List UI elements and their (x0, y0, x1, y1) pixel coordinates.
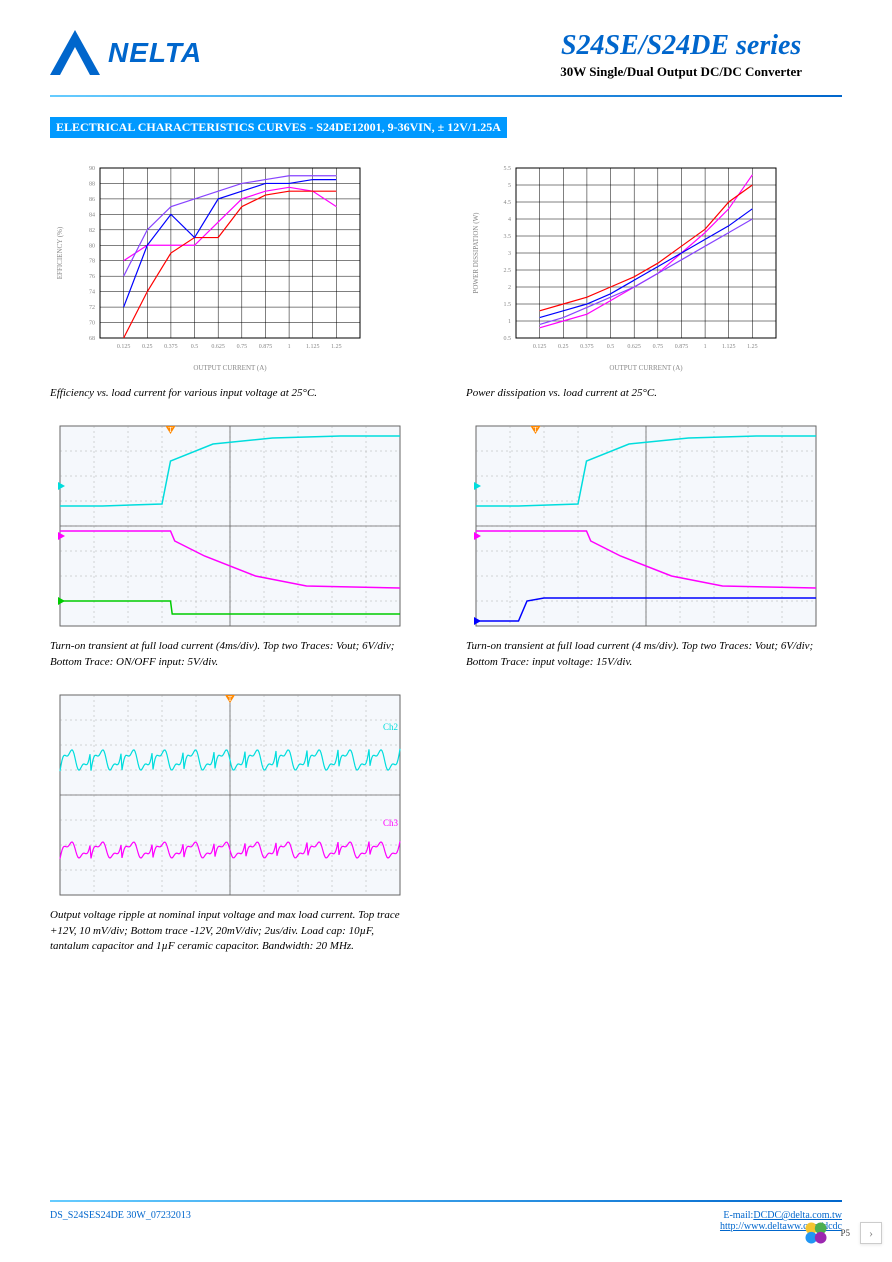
svg-text:76: 76 (89, 274, 95, 280)
subtitle: 30W Single/Dual Output DC/DC Converter (560, 64, 802, 80)
footer-doc-id: DS_S24SES24DE 30W_07232013 (50, 1210, 191, 1232)
page-header: NELTA S24SE/S24DE series 30W Single/Dual… (50, 30, 842, 80)
chart-turnon-vin-svg: T (466, 421, 826, 631)
svg-text:1.125: 1.125 (306, 344, 320, 350)
svg-text:82: 82 (89, 228, 95, 234)
svg-text:1: 1 (288, 344, 291, 350)
svg-text:80: 80 (89, 243, 95, 249)
svg-text:86: 86 (89, 197, 95, 203)
next-page-button[interactable]: › (860, 1222, 882, 1244)
chart-efficiency-caption: Efficiency vs. load current for various … (50, 386, 410, 401)
svg-text:3.5: 3.5 (504, 234, 512, 240)
svg-text:0.625: 0.625 (627, 344, 641, 350)
svg-text:68: 68 (89, 336, 95, 342)
svg-text:88: 88 (89, 181, 95, 187)
svg-text:0.5: 0.5 (191, 344, 199, 350)
svg-text:0.875: 0.875 (259, 344, 273, 350)
svg-text:0.375: 0.375 (164, 344, 178, 350)
svg-text:4: 4 (508, 217, 511, 223)
svg-text:T: T (228, 695, 233, 703)
page-number: P5 (840, 1228, 850, 1238)
chart-powerdiss: 0.125 0.25 0.375 0.5 0.625 0.75 0.875 1 1.125 1.2… (466, 158, 842, 401)
svg-text:0.25: 0.25 (558, 344, 569, 350)
logo-icon (50, 30, 100, 75)
chart-turnon-onoff: T Turn-on transient at full load current… (50, 421, 426, 670)
chart-ripple: T Ch2 Ch3 Output voltage ripple at nominal… (50, 690, 426, 954)
svg-text:1: 1 (508, 319, 511, 325)
title-block: S24SE/S24DE series 30W Single/Dual Outpu… (560, 30, 802, 80)
svg-text:1.125: 1.125 (722, 344, 736, 350)
svg-text:T: T (168, 426, 173, 434)
svg-text:1: 1 (704, 344, 707, 350)
svg-text:0.25: 0.25 (142, 344, 153, 350)
svg-text:3: 3 (508, 251, 511, 257)
chart-ripple-caption: Output voltage ripple at nominal input v… (50, 908, 410, 954)
logo-text: NELTA (108, 37, 202, 69)
svg-text:2.5: 2.5 (504, 268, 512, 274)
svg-text:72: 72 (89, 305, 95, 311)
charts-grid: 0.125 0.25 0.375 0.5 0.625 0.75 0.875 1 1.125 1.2… (50, 158, 842, 954)
chart-turnon-vin: T Turn-on transient at full load current… (466, 421, 842, 670)
chart-efficiency-svg: 0.125 0.25 0.375 0.5 0.625 0.75 0.875 1 1.125 1.2… (50, 158, 370, 378)
svg-text:74: 74 (89, 290, 95, 296)
chart-efficiency: 0.125 0.25 0.375 0.5 0.625 0.75 0.875 1 1.125 1.2… (50, 158, 426, 401)
svg-text:1.25: 1.25 (331, 344, 342, 350)
svg-text:EFFICIENCY (%): EFFICIENCY (%) (56, 226, 64, 279)
svg-text:Ch2: Ch2 (383, 722, 398, 732)
chart-turnon-vin-caption: Turn-on transient at full load current (… (466, 639, 826, 670)
svg-text:0.5: 0.5 (504, 336, 512, 342)
logo: NELTA (50, 30, 202, 75)
footer-rule (50, 1200, 842, 1202)
svg-text:5: 5 (508, 183, 511, 189)
svg-text:5.5: 5.5 (504, 166, 512, 172)
page-footer: DS_S24SES24DE 30W_07232013 E-mail:DCDC@d… (50, 1200, 842, 1232)
series-title: S24SE/S24DE series (560, 30, 802, 62)
svg-text:POWER DISSIPATION (W): POWER DISSIPATION (W) (472, 212, 480, 294)
chart-powerdiss-caption: Power dissipation vs. load current at 25… (466, 386, 826, 401)
chart-turnon-onoff-caption: Turn-on transient at full load current (… (50, 639, 410, 670)
svg-text:4.5: 4.5 (504, 200, 512, 206)
svg-text:2: 2 (508, 285, 511, 291)
svg-text:Ch3: Ch3 (383, 818, 399, 828)
svg-text:90: 90 (89, 166, 95, 172)
chart-powerdiss-svg: 0.125 0.25 0.375 0.5 0.625 0.75 0.875 1 1.125 1.2… (466, 158, 786, 378)
svg-text:0.125: 0.125 (117, 344, 130, 350)
section-title: ELECTRICAL CHARACTERISTICS CURVES - S24D… (50, 117, 507, 138)
chart-ripple-svg: T Ch2 Ch3 (50, 690, 410, 900)
svg-text:T: T (533, 426, 538, 434)
svg-text:70: 70 (89, 321, 95, 327)
svg-text:0.875: 0.875 (675, 344, 689, 350)
svg-text:OUTPUT CURRENT (A): OUTPUT CURRENT (A) (609, 364, 683, 372)
svg-text:0.75: 0.75 (653, 344, 664, 350)
page-badge: P5 › (802, 1219, 882, 1247)
svg-text:0.125: 0.125 (533, 344, 547, 350)
svg-text:84: 84 (89, 212, 95, 218)
svg-text:0.375: 0.375 (580, 344, 594, 350)
chart-turnon-onoff-svg: T (50, 421, 410, 631)
svg-text:1.25: 1.25 (747, 344, 758, 350)
svg-text:1.5: 1.5 (504, 302, 512, 308)
badge-icon (802, 1219, 830, 1247)
svg-text:OUTPUT CURRENT (A): OUTPUT CURRENT (A) (193, 364, 267, 372)
svg-text:0.5: 0.5 (607, 344, 615, 350)
header-rule (50, 95, 842, 97)
svg-text:78: 78 (89, 259, 95, 265)
footer-email-label: E-mail: (723, 1210, 753, 1221)
svg-text:0.75: 0.75 (237, 344, 248, 350)
svg-text:0.625: 0.625 (211, 344, 225, 350)
